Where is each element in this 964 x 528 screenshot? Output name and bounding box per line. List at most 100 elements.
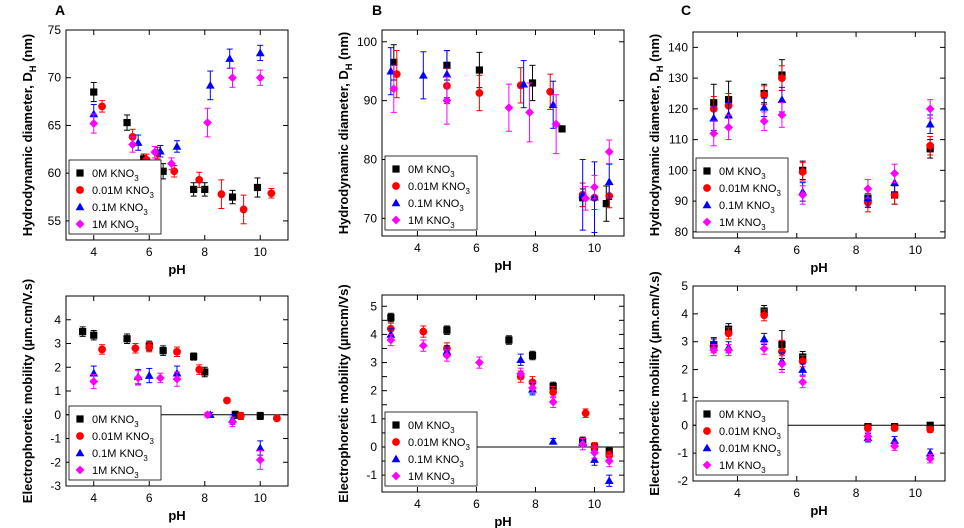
data-point — [759, 334, 769, 343]
legend-label-main: 1M KNO — [408, 215, 451, 227]
legend-label-main: 0M KNO — [719, 166, 762, 178]
legend-label: 1M KNO3 — [92, 219, 139, 234]
data-point — [548, 436, 558, 445]
y-tick-label: 5 — [681, 279, 688, 293]
data-point — [798, 365, 808, 373]
data-point — [255, 73, 265, 83]
data-point — [392, 70, 401, 79]
legend-label-main: 0.01M KNO — [408, 437, 466, 449]
y-axis-title-main: Hydrodynamic diameter, D — [647, 72, 662, 236]
data-point — [709, 113, 719, 122]
data-point — [123, 335, 131, 343]
y-axis-title: Hydrodynamic diameter, DH (nm) — [20, 34, 38, 237]
y-tick-label: 90 — [675, 194, 689, 208]
data-point — [516, 369, 526, 379]
legend-label: 0.01M KNO3 — [92, 431, 154, 446]
legend-label-sub: 3 — [761, 466, 766, 475]
data-point — [602, 200, 610, 208]
y-tick-label: 130 — [668, 71, 688, 85]
data-point — [709, 129, 719, 138]
data-point — [604, 456, 614, 466]
legend-label: 1M KNO3 — [719, 217, 766, 232]
data-point — [190, 352, 198, 361]
data-point — [759, 102, 769, 111]
legend-label-main: 0.01M KNO — [92, 431, 150, 443]
legend-label: 0.01M KNO3 — [719, 183, 781, 198]
legend-label-sub: 3 — [770, 206, 775, 215]
x-tick-label: 4 — [90, 491, 97, 505]
x-tick-label: 6 — [473, 241, 480, 255]
panel-letter-a: A — [55, 2, 65, 18]
data-point — [590, 448, 599, 457]
x-tick-label: 4 — [414, 497, 421, 511]
legend-label-sub: 3 — [134, 420, 139, 429]
data-point — [267, 189, 276, 198]
data-point — [777, 359, 787, 369]
y-tick-label: 4 — [54, 313, 61, 327]
data-point — [525, 108, 534, 117]
chart-b-bottom: 4 6 8 10 -1 0 1 2 3 4 5 pH Electrophoretic mobility … — [336, 284, 625, 528]
legend-marker — [76, 432, 84, 440]
legend-marker — [392, 421, 400, 429]
data-point — [89, 109, 99, 118]
data-point — [217, 190, 226, 199]
data-point — [604, 177, 614, 186]
legend-marker — [392, 165, 400, 173]
y-tick-label: 2 — [370, 384, 377, 398]
y-tick-label: 70 — [364, 211, 378, 225]
data-point — [228, 193, 237, 201]
data-point — [475, 89, 484, 97]
data-point — [172, 142, 182, 150]
y-tick-label: -1 — [366, 468, 377, 482]
y-tick-label: -2 — [677, 474, 688, 488]
data-point — [228, 417, 237, 427]
x-axis-title: pH — [494, 258, 511, 273]
legend-marker — [76, 186, 84, 194]
data-point — [528, 351, 537, 360]
y-tick-label: 2 — [54, 360, 61, 374]
data-point — [98, 345, 106, 354]
data-point — [89, 119, 99, 128]
legend-label: 0.01M KNO3 — [719, 426, 781, 441]
legend-label: 0M KNO3 — [92, 414, 139, 429]
x-tick-label: 8 — [532, 497, 539, 511]
data-point — [155, 373, 165, 383]
y-tick-label: 140 — [668, 40, 688, 54]
y-axis-title: Hydrodynamic diameter, DH (nm) — [647, 34, 665, 237]
data-point — [390, 58, 398, 66]
y-axis-title-unit: (nm) — [20, 34, 35, 66]
x-tick-label: 8 — [532, 241, 539, 255]
data-point — [558, 125, 566, 133]
series-2 — [89, 44, 265, 158]
data-point — [123, 118, 131, 127]
y-tick-label: 80 — [364, 152, 378, 166]
x-tick-label: 6 — [146, 491, 153, 505]
legend-label-sub: 3 — [450, 477, 455, 486]
x-tick-label: 8 — [201, 491, 208, 505]
x-axis-title: pH — [810, 503, 827, 518]
x-tick-label: 10 — [254, 491, 268, 505]
data-point — [777, 110, 787, 120]
data-point — [864, 424, 872, 432]
legend-label-sub: 3 — [776, 189, 781, 198]
legend-marker — [703, 410, 711, 418]
data-point — [201, 368, 209, 376]
y-tick-label: 1 — [370, 412, 377, 426]
y-axis-title: Electrophoretic mobility (µm.cm/V.s) — [20, 279, 35, 503]
y-axis-title-unit: (nm) — [336, 32, 351, 64]
y-tick-label: 1 — [54, 384, 61, 398]
data-point — [760, 311, 769, 320]
x-tick-label: 4 — [734, 243, 741, 257]
legend-label-sub: 3 — [459, 204, 464, 213]
y-tick-label: 0 — [681, 418, 688, 432]
data-point — [419, 327, 428, 336]
legend-label-sub: 3 — [761, 172, 766, 181]
data-point — [386, 66, 396, 75]
legend-label-main: 0.1M KNO — [408, 454, 460, 466]
y-tick-label: 5 — [370, 299, 377, 313]
data-point — [863, 184, 873, 194]
